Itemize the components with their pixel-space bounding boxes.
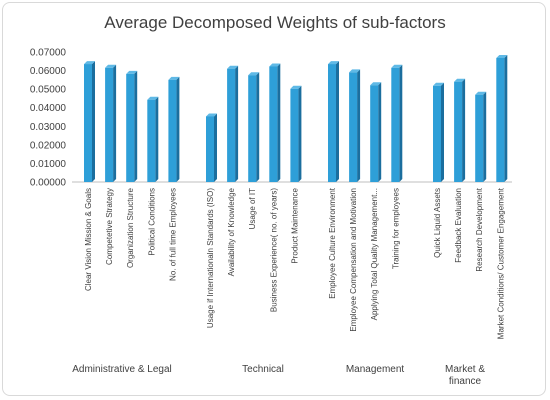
bar-top [475,91,487,95]
bar-side [134,70,138,182]
bar [290,88,299,182]
category-label: Training for employees [391,188,400,269]
y-tick-label: 0.04000 [30,103,67,114]
group-label: Management [346,364,405,375]
bar-side [235,65,239,182]
category-label: Usage if Internationaln Standards (ISO) [206,188,215,328]
group-label: Technical [242,364,284,375]
bar-top [269,63,281,67]
bar [84,64,92,182]
category-label: Organization Structure [126,187,135,268]
category-label: Availability of Knowledge [227,187,236,276]
bar-side [277,63,281,182]
bar-side [462,78,466,182]
bar-side [256,72,260,182]
bar-top [496,54,508,58]
bar-top [349,69,361,73]
bar-top [105,64,117,68]
bar [227,68,236,182]
bar-side [441,82,444,182]
category-label: Employee Compensation and Motivation [349,188,358,332]
bar-top [206,113,217,117]
category-label: No. of full time Employees [168,188,177,281]
bar-top [370,82,382,86]
group-label: Administrative & Legal [72,364,172,375]
y-tick-label: 0.01000 [30,159,67,170]
bar-side [357,69,361,182]
category-label: Business Experience( no. of years) [269,188,278,312]
bar [206,116,214,182]
group-label: Market & [445,364,485,375]
category-label: Market Conditions/ Customer Engagement [496,187,505,339]
category-label: Usage of IT [248,188,257,229]
bar-top [391,64,403,68]
bar [370,85,379,182]
bar-top [328,61,339,65]
bar [454,81,463,182]
bar [496,57,505,182]
y-tick-label: 0.07000 [30,48,67,59]
bar [433,85,441,182]
y-tick-label: 0.03000 [30,122,67,133]
y-tick-label: 0.06000 [30,66,67,77]
bar-top [168,76,180,80]
bar-top [227,65,239,69]
bar [328,64,336,182]
bar-side [155,96,159,182]
bar [147,99,156,182]
bar-side [298,85,302,182]
bar-side [399,64,403,182]
category-label: Quick Liquid Assets [433,188,442,258]
category-label: Competetive Strategy [105,188,114,265]
bar [126,73,135,182]
bar-side [92,61,95,183]
category-label: Feedback Evaluation [454,188,463,263]
bar [391,67,400,182]
bar [105,67,114,182]
bar-side [336,61,339,183]
bar-side [214,113,217,182]
y-tick-label: 0.05000 [30,85,67,96]
bar-layer [84,54,508,183]
bar-top [290,85,302,89]
bar-side [176,76,180,182]
y-tick-label: 0.02000 [30,140,67,151]
bar [349,72,358,182]
category-label: Applying Total Quality Management... [370,188,379,320]
chart-title: Average Decomposed Weights of sub-factor… [104,13,445,32]
bar [269,66,278,182]
bar-top [433,82,444,86]
group-label: finance [449,376,482,387]
bar-top [126,70,138,74]
category-label: Employee Culture Environment [328,187,337,298]
category-label: Product Maintenance [290,187,299,263]
category-label: Research Development [475,187,484,271]
bar-top [454,78,466,82]
label-layer: Clear Vision Mission & Goals Competetive … [72,187,505,387]
bar-side [378,82,382,182]
category-label: Clear Vision Mission & Goals [84,188,93,291]
bar [475,94,484,182]
bar-side [113,64,117,182]
bar [168,79,177,182]
bar-top [147,96,159,100]
y-tick-label: 0.00000 [30,178,67,189]
category-label: Political Conditions [147,188,156,256]
bar-top [248,72,260,76]
bar [248,75,257,182]
bar-side [504,54,508,182]
bar-top [84,61,95,65]
bar-side [483,91,487,182]
